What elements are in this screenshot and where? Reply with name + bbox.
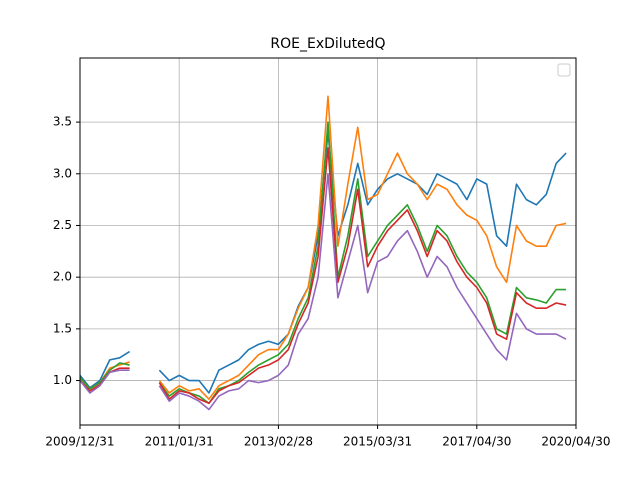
y-tick-label: 1.5 xyxy=(53,321,72,335)
y-tick-label: 1.0 xyxy=(53,373,72,387)
line-series xyxy=(79,172,567,411)
y-tick-label: 3.5 xyxy=(53,115,72,129)
x-tick-label: 2015/03/31 xyxy=(343,435,412,449)
chart-title: ROE_ExDilutedQ xyxy=(270,36,385,52)
y-tick-label: 2.0 xyxy=(53,270,72,284)
x-tick-label: 2009/12/31 xyxy=(45,435,114,449)
x-tick-label: 2011/01/31 xyxy=(145,435,214,449)
x-tick-label: 2017/04/30 xyxy=(442,435,511,449)
x-tick-label: 2013/02/28 xyxy=(244,435,313,449)
legend-box xyxy=(557,63,571,77)
y-tick-label: 2.5 xyxy=(53,218,72,232)
y-tick-label: 3.0 xyxy=(53,166,72,180)
plot-frame xyxy=(79,57,577,426)
x-tick-label: 2020/04/30 xyxy=(541,435,610,449)
